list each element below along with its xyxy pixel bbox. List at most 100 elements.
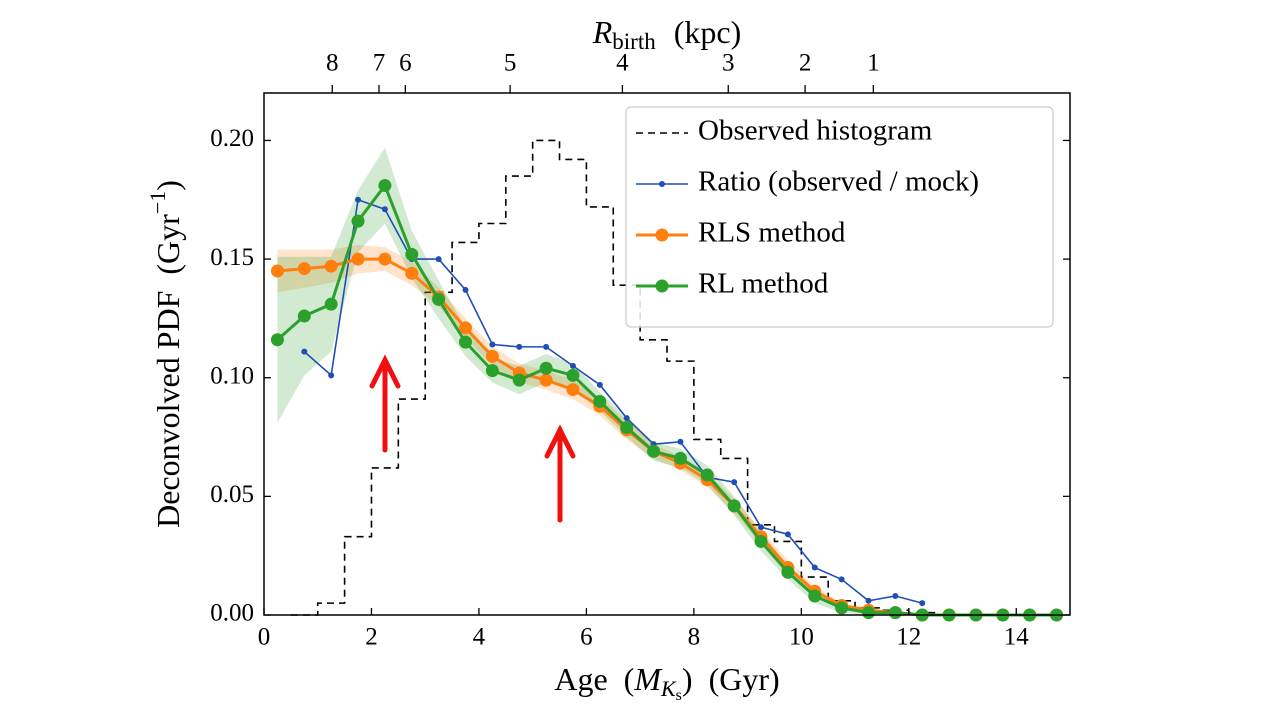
axes-frame	[263, 92, 1071, 616]
x-tick-label: 14	[1004, 624, 1030, 651]
x-tick-label: 8	[688, 624, 701, 651]
x-tick-label: 6	[580, 624, 593, 651]
point	[539, 361, 553, 375]
point	[784, 531, 791, 538]
point	[593, 394, 607, 408]
point	[512, 373, 526, 387]
point	[485, 349, 499, 363]
point	[862, 606, 875, 620]
point	[647, 444, 661, 458]
point	[596, 381, 603, 388]
point	[270, 333, 284, 347]
point	[324, 259, 338, 273]
top-tick-label: 2	[799, 50, 812, 77]
point	[459, 321, 472, 335]
point	[432, 292, 446, 306]
point	[865, 597, 872, 604]
x-tick-label: 10	[789, 624, 814, 651]
histogram	[290, 139, 937, 616]
arrow	[544, 424, 576, 523]
point	[919, 600, 926, 607]
point	[673, 451, 687, 465]
point	[489, 341, 496, 348]
point	[459, 335, 472, 349]
point	[355, 196, 362, 203]
point	[754, 534, 768, 548]
legend-label: RLS method	[698, 217, 846, 249]
point	[405, 247, 419, 261]
point	[543, 343, 550, 350]
top-tick-label: 3	[722, 50, 735, 77]
legend-label: Observed histogram	[698, 115, 933, 147]
y-tick-label: 0.20	[210, 125, 254, 152]
point	[378, 179, 392, 193]
x-axis-prefix: Age (	[554, 661, 634, 697]
y-axis-sup: −1	[145, 191, 170, 214]
point	[838, 576, 845, 583]
point	[328, 372, 335, 379]
point	[808, 589, 822, 603]
x-tick-label: 2	[365, 624, 378, 651]
x-axis-symbol: M	[633, 661, 663, 697]
point	[700, 468, 714, 482]
legend-label: Ratio (observed / mock)	[698, 166, 979, 198]
point	[731, 479, 738, 486]
uncertainty-band	[277, 244, 1057, 615]
point	[758, 524, 765, 531]
y-tick-label: 0.00	[210, 600, 254, 627]
y-tick-label: 0.10	[210, 362, 254, 389]
point	[297, 309, 311, 323]
legend-marker	[655, 279, 669, 293]
point	[270, 264, 284, 278]
top-axis-title: Rbirth (kpc)	[592, 14, 742, 54]
y-tick-label: 0.05	[210, 481, 254, 508]
point	[566, 383, 580, 397]
point	[405, 266, 419, 280]
point	[835, 601, 849, 615]
point	[539, 373, 553, 387]
arrow-head	[544, 424, 576, 459]
point	[351, 252, 365, 266]
point	[435, 256, 442, 263]
top-tick-label: 6	[399, 50, 412, 77]
point	[566, 368, 580, 382]
legend-marker	[655, 228, 669, 242]
x-tick-label: 0	[258, 624, 271, 651]
y-axis-title: Deconvolved PDF (Gyr−1)	[145, 180, 186, 528]
top-tick-label: 4	[616, 50, 629, 77]
y-axis-close: )	[150, 180, 186, 191]
y-tick-label: 0.15	[210, 244, 254, 271]
point	[892, 593, 899, 600]
top-tick-label: 7	[373, 50, 386, 77]
top-axis-sub: birth	[612, 29, 656, 54]
x-axis-subsub: s	[676, 687, 682, 704]
legend-box	[625, 106, 1054, 328]
point	[620, 421, 634, 435]
point	[351, 214, 365, 228]
x-tick-label: 4	[473, 624, 486, 651]
arrow-head	[369, 354, 401, 389]
point	[623, 415, 630, 422]
top-axis-unit: (kpc)	[674, 14, 742, 50]
point	[781, 565, 795, 579]
point	[462, 286, 469, 293]
y-axis-text: Deconvolved PDF (Gyr	[150, 214, 186, 528]
point	[888, 606, 902, 620]
top-axis-symbol: R	[592, 14, 613, 50]
top-tick-label: 1	[867, 50, 880, 77]
point	[727, 499, 741, 513]
top-tick-label: 5	[504, 50, 517, 77]
arrow	[369, 354, 401, 453]
x-axis-title: Age (MKs) (Gyr)	[554, 661, 779, 703]
point	[297, 262, 311, 276]
legend-label: RL method	[698, 268, 829, 300]
point	[516, 343, 523, 350]
x-axis-sub: K	[660, 676, 677, 701]
x-axis-suffix: ) (Gyr)	[682, 661, 780, 697]
point	[569, 362, 576, 369]
point	[485, 364, 499, 378]
point	[677, 438, 684, 445]
legend-marker	[659, 181, 665, 187]
